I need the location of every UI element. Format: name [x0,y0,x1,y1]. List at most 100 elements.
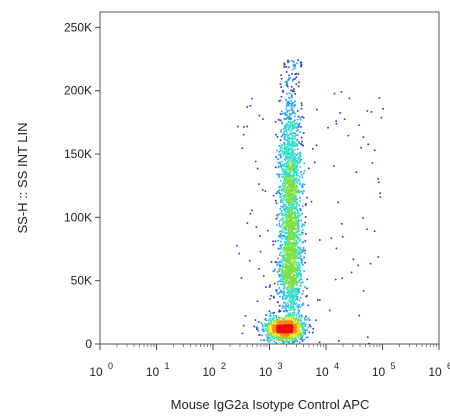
event-point [283,204,286,207]
event-point [300,136,303,139]
event-point [347,134,350,137]
event-point [287,254,289,257]
event-point [294,303,296,305]
event-point [284,117,287,120]
event-point [300,171,302,173]
event-point [289,243,292,245]
event-point [287,324,289,326]
event-point [286,286,288,289]
event-point [300,273,302,275]
event-point [287,149,290,152]
event-point [301,140,303,143]
event-point [355,171,358,173]
event-point [294,177,296,180]
event-point [281,121,283,123]
event-point [291,321,293,324]
event-point [293,63,295,66]
event-point [296,216,299,218]
event-point [285,170,287,172]
event-point [262,325,264,328]
event-point [295,324,297,326]
event-point [290,113,293,116]
event-point [300,338,302,340]
event-point [291,290,294,293]
event-point [290,129,293,132]
event-point [291,333,294,336]
event-point [276,280,279,283]
event-point [283,136,286,138]
event-point [261,328,264,331]
event-point [289,186,291,189]
event-point [294,152,297,155]
event-point [319,239,321,241]
event-point [294,206,296,209]
event-point [279,139,282,141]
event-point [293,166,295,169]
event-point [295,302,298,305]
event-point [297,219,299,221]
event-point [283,194,286,197]
event-point [291,96,293,99]
event-point [288,147,291,150]
event-point [276,291,278,294]
event-point [305,336,307,339]
event-point [283,301,285,304]
event-point [281,324,283,327]
event-point [291,128,294,130]
event-point [367,143,370,146]
event-point [278,321,280,323]
event-point [254,319,257,321]
event-point [287,151,290,154]
event-point [298,141,300,143]
event-point [287,250,289,253]
event-point [287,103,290,105]
event-point [292,245,295,247]
event-point [290,307,292,309]
event-point [282,198,285,200]
event-point [290,196,293,199]
event-point [300,259,303,261]
event-point [284,336,287,339]
event-point [291,104,294,107]
event-point [289,190,292,192]
event-point [295,283,298,286]
event-point [278,174,280,177]
event-point [283,284,285,286]
event-point [290,326,293,328]
event-point [271,339,273,341]
event-point [281,163,283,166]
event-point [284,291,287,294]
event-point [307,326,310,329]
event-point [280,135,283,138]
event-point [303,190,305,192]
event-point [289,235,292,237]
event-point [282,222,284,225]
event-point [280,205,282,208]
event-point [285,222,287,224]
event-point [294,308,297,311]
event-point [276,173,278,175]
event-point [299,131,301,133]
event-point [290,99,292,102]
event-point [289,215,292,218]
event-point [283,334,285,337]
event-point [296,181,299,184]
event-point [290,263,293,266]
event-point [288,240,290,243]
event-point [293,287,295,289]
event-point [289,253,291,255]
event-point [283,151,286,154]
event-point [294,168,296,171]
event-point [285,294,287,297]
event-point [293,265,295,268]
event-point [277,190,280,192]
event-point [283,147,286,150]
event-point [284,148,286,151]
event-point [283,260,285,262]
event-point [283,184,286,187]
x-tick-label: 10 [202,365,216,379]
event-point [283,317,286,319]
event-point [288,226,290,229]
event-point [288,171,291,174]
event-point [286,223,289,226]
